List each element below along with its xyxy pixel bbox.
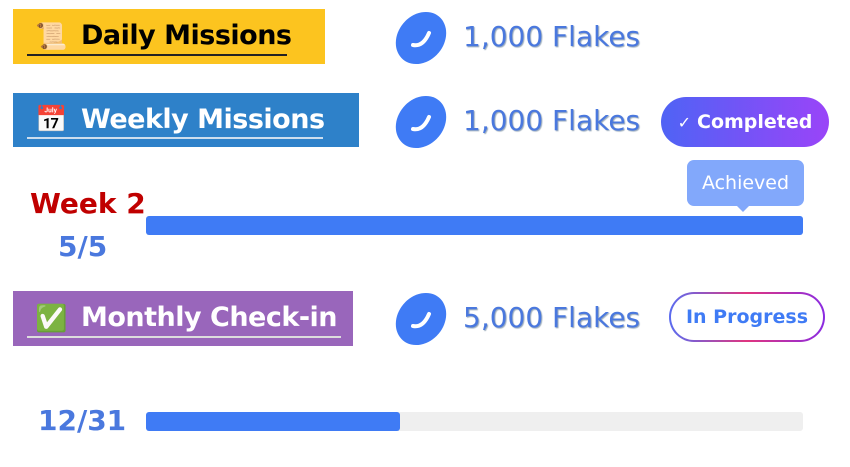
monthly-checkin-banner: ✅ Monthly Check-in	[13, 291, 353, 346]
weekly-missions-banner: 📅 Weekly Missions	[13, 93, 359, 147]
weekly-progress-bar	[146, 216, 803, 235]
weekly-reward: 1,000 Flakes	[463, 104, 641, 137]
daily-missions-banner: 📜 Daily Missions	[13, 9, 325, 64]
daily-missions-title: Daily Missions	[81, 20, 292, 51]
in-progress-button[interactable]: In Progress	[669, 292, 825, 342]
week-label: Week 2	[30, 187, 146, 220]
weekly-missions-title: Weekly Missions	[81, 103, 325, 135]
weekly-progress-fill	[146, 216, 803, 235]
achieved-label: Achieved	[701, 172, 790, 194]
scroll-icon: 📜	[35, 21, 68, 52]
check-icon: ✓	[677, 112, 692, 132]
completed-label: Completed	[697, 111, 813, 133]
flake-coin-icon	[395, 95, 447, 149]
monthly-reward: 5,000 Flakes	[463, 301, 641, 334]
completed-button[interactable]: ✓ Completed	[661, 97, 829, 147]
in-progress-label: In Progress	[685, 306, 809, 328]
flake-coin-icon	[395, 11, 447, 65]
weekly-progress-text: 5/5	[58, 230, 108, 263]
flake-coin-icon	[395, 292, 447, 346]
check-mark-icon: ✅	[35, 303, 68, 334]
monthly-checkin-title: Monthly Check-in	[81, 302, 338, 333]
monthly-progress-bar	[146, 412, 803, 431]
achieved-tooltip: Achieved	[687, 160, 804, 212]
daily-reward: 1,000 Flakes	[463, 20, 641, 53]
calendar-icon: 📅	[35, 105, 68, 135]
monthly-progress-fill	[146, 412, 401, 431]
monthly-progress-text: 12/31	[38, 404, 127, 437]
